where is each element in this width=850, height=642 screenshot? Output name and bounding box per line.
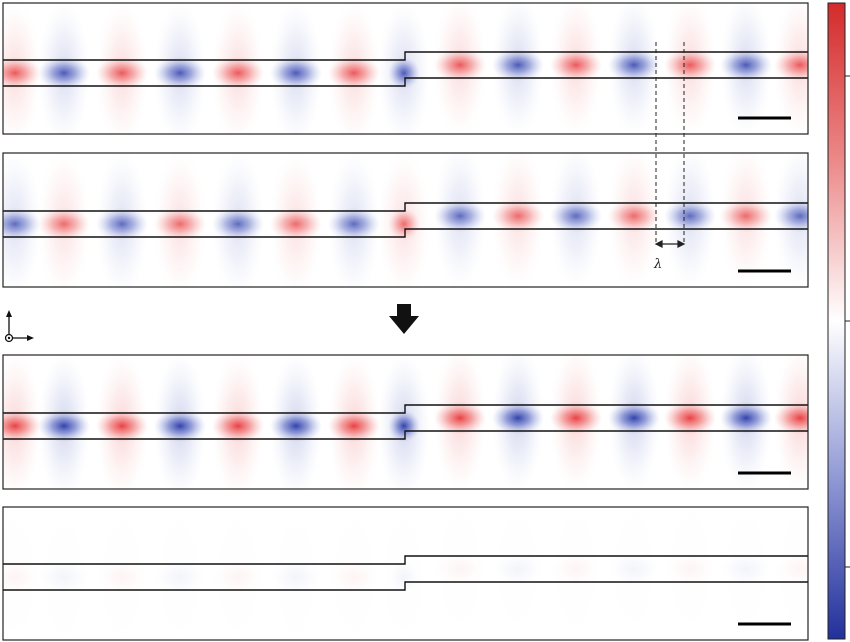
panel-1-frame: [2, 2, 809, 135]
panel-2-frame: [2, 152, 809, 288]
field-spot: [608, 553, 660, 585]
field-spot: [608, 49, 660, 81]
field-spot: [270, 561, 322, 593]
panel-3-frame: [2, 354, 809, 490]
field-spot: [550, 553, 602, 585]
field-spot: [212, 208, 264, 240]
field-spot: [720, 402, 772, 434]
field-spot: [328, 561, 380, 593]
field-spot: [328, 57, 380, 89]
field-spot: [774, 553, 808, 585]
field-spot: [154, 208, 206, 240]
panel-1: [3, 3, 808, 134]
panel-2: [3, 153, 808, 287]
down-arrow-icon: [389, 304, 419, 334]
field-spot: [328, 410, 380, 442]
field-spot: [270, 208, 322, 240]
field-spot: [550, 402, 602, 434]
waveguide-outline: [3, 202, 808, 238]
field-spot: [96, 561, 148, 593]
field-spot: [212, 561, 264, 593]
field-spot: [212, 57, 264, 89]
panel-3: [3, 355, 808, 489]
axes-icon: [4, 310, 34, 343]
field-spot: [492, 200, 544, 232]
field-spot: [492, 402, 544, 434]
waveguide-outline: [3, 404, 808, 440]
field-spot: [328, 208, 380, 240]
field-spot: [154, 561, 206, 593]
field-spot: [434, 49, 486, 81]
field-spot: [96, 57, 148, 89]
field-spot: [96, 208, 148, 240]
field-spot: [664, 200, 716, 232]
field-spot: [38, 410, 90, 442]
field-spot: [434, 200, 486, 232]
field-spot: [774, 200, 808, 232]
field-spot: [3, 410, 41, 442]
field-spot: [38, 57, 90, 89]
field-spot: [96, 410, 148, 442]
field-spot: [38, 561, 90, 593]
field-spot: [720, 49, 772, 81]
field-spot: [38, 208, 90, 240]
field-spot: [154, 57, 206, 89]
field-spot: [550, 49, 602, 81]
field-spot: [664, 49, 716, 81]
colorbar: [827, 2, 846, 640]
field-spot: [270, 57, 322, 89]
field-spot: [720, 200, 772, 232]
waveguide-outline: [3, 555, 808, 591]
field-spot: [388, 208, 420, 240]
panel-4: [3, 553, 808, 626]
field-spot: [3, 57, 41, 89]
field-spot: [608, 200, 660, 232]
field-spot: [154, 410, 206, 442]
field-spot: [3, 561, 41, 593]
field-spot: [664, 553, 716, 585]
field-spot: [3, 208, 41, 240]
field-spot: [388, 410, 420, 442]
colorbar-ticks: [845, 75, 850, 568]
lambda-label: λ: [653, 257, 662, 272]
field-spot: [774, 49, 808, 81]
field-spot: [388, 57, 420, 89]
field-spot: [492, 553, 544, 585]
field-spot: [774, 402, 808, 434]
field-spot: [270, 410, 322, 442]
field-spot: [608, 402, 660, 434]
field-spot: [720, 553, 772, 585]
wavelength-arrow-icon: [654, 240, 686, 248]
field-spot: [664, 402, 716, 434]
field-spot: [492, 49, 544, 81]
field-spot: [212, 410, 264, 442]
field-spot: [434, 553, 486, 585]
panel-4-frame: [2, 506, 809, 641]
wavelength-guides: [655, 42, 685, 244]
field-spot: [550, 200, 602, 232]
waveguide-outline: [3, 51, 808, 87]
field-spot: [388, 561, 420, 593]
field-spot: [434, 402, 486, 434]
